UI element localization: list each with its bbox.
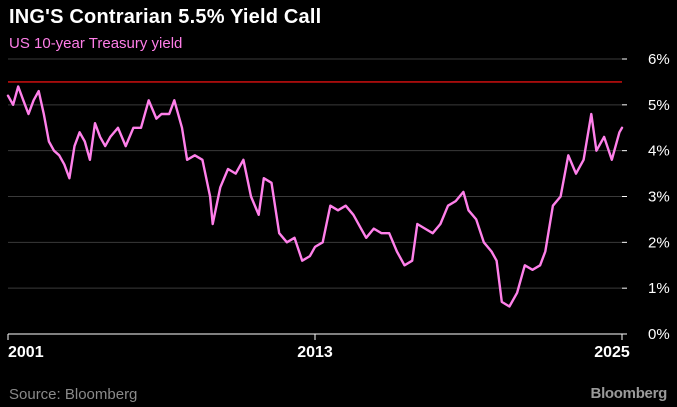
x-tick-label-2013: 2013 [297,344,333,361]
y-tick-label-0: 0% [648,326,670,343]
chart-subtitle: US 10-year Treasury yield [9,35,183,52]
series-line-0 [6,85,624,308]
grid-lines [8,58,622,289]
bloomberg-logo: Bloomberg [590,385,668,402]
x-tick-label-2001: 2001 [8,344,44,361]
y-tick-label-3: 3% [648,189,670,206]
chart-title: ING'S Contrarian 5.5% Yield Call [9,6,322,28]
y-tick-label-4: 4% [648,143,670,160]
x-tick-label-2025: 2025 [594,344,630,361]
axes [7,58,627,340]
y-tick-label-2: 2% [648,234,670,251]
source-note: Source: Bloomberg [9,386,138,403]
tick-labels: 0% 1% 2% 3% 4% 5% 6% 2001 2013 2025 [8,51,670,361]
series-layer [6,85,624,308]
y-tick-label-1: 1% [648,280,670,297]
y-tick-label-6: 6% [648,51,670,68]
y-tick-label-5: 5% [648,97,670,114]
